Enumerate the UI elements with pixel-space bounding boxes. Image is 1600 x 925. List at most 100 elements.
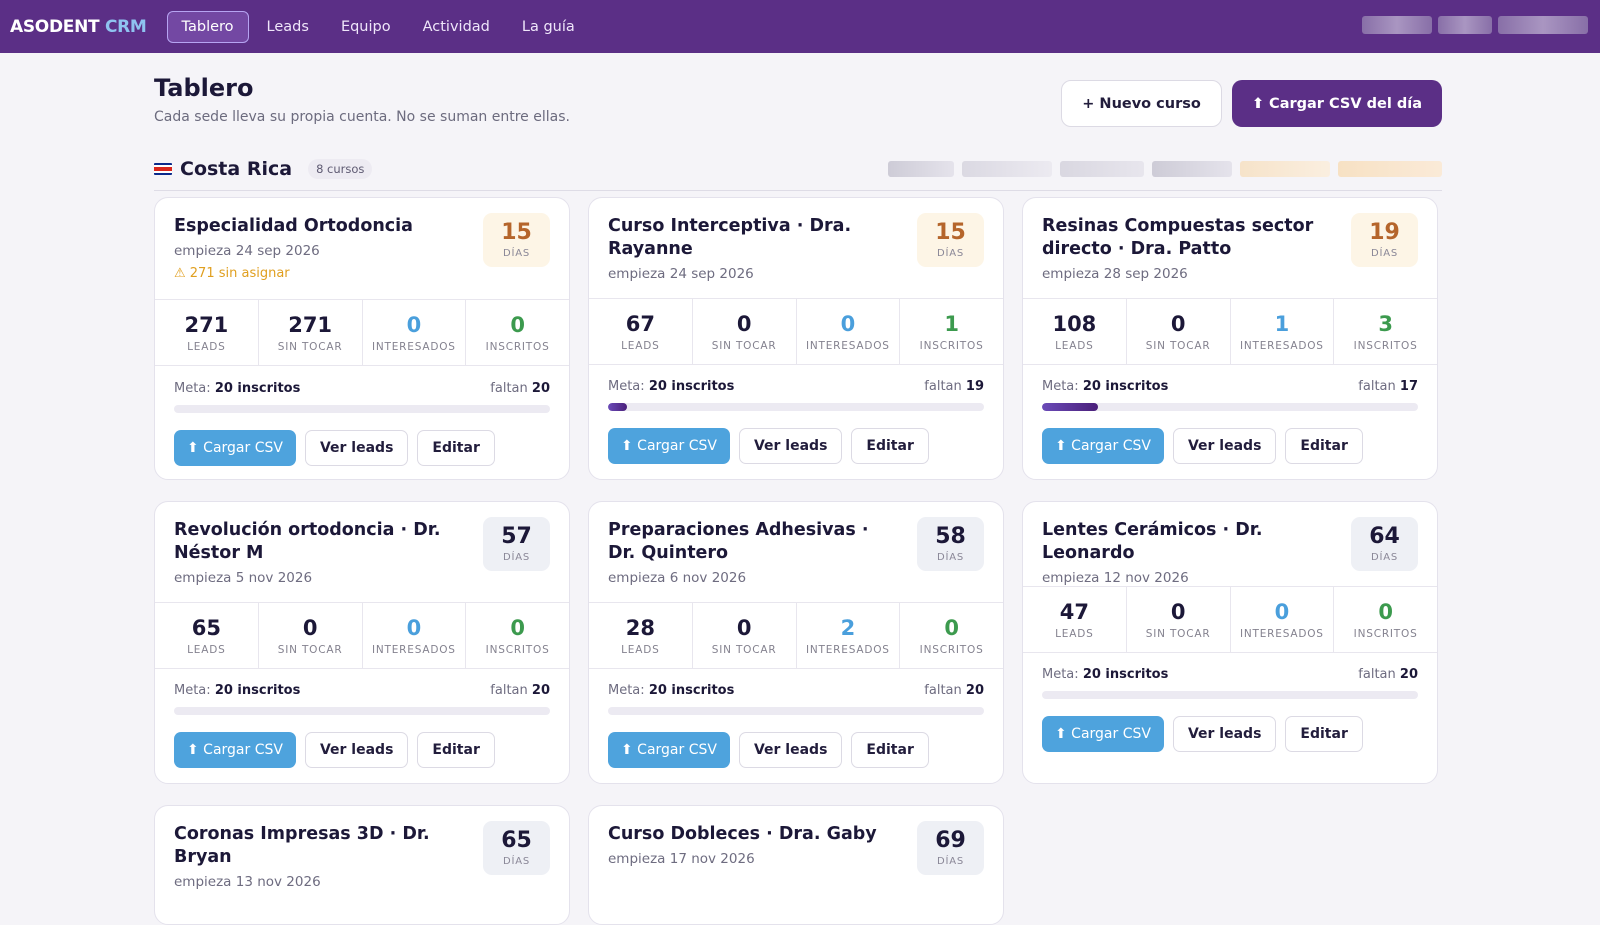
remaining-text: faltan 20	[1358, 667, 1418, 682]
stat-enrolled[interactable]: 1 INSCRITOS	[900, 299, 1003, 364]
stat-label: INSCRITOS	[485, 643, 550, 656]
course-title[interactable]: Revolución ortodoncia · Dr. Néstor M	[174, 520, 441, 563]
view-leads-button[interactable]: Ver leads	[738, 428, 843, 464]
edit-button[interactable]: Editar	[1285, 716, 1363, 752]
upload-csv-button[interactable]: ⬆ Cargar CSV	[174, 430, 296, 466]
upload-csv-button[interactable]: ⬆ Cargar CSV	[174, 732, 296, 768]
new-course-button[interactable]: + Nuevo curso	[1061, 80, 1222, 127]
remaining-prefix: faltan	[924, 379, 962, 394]
stat-label: INSCRITOS	[919, 339, 984, 352]
stat-untouched[interactable]: 271 SIN TOCAR	[259, 300, 363, 365]
stat-leads[interactable]: 65 LEADS	[155, 603, 259, 668]
stat-value: 0	[1170, 599, 1186, 624]
stat-untouched[interactable]: 0 SIN TOCAR	[259, 603, 363, 668]
goal-row: Meta: 20 inscritos faltan 20	[174, 381, 550, 396]
user-menu-redacted[interactable]	[1362, 16, 1588, 34]
stat-enrolled[interactable]: 0 INSCRITOS	[1334, 587, 1437, 652]
card-actions: ⬆ Cargar CSV Ver leads Editar	[1042, 716, 1363, 752]
view-leads-button[interactable]: Ver leads	[304, 732, 409, 768]
stat-enrolled[interactable]: 3 INSCRITOS	[1334, 299, 1437, 364]
stat-leads[interactable]: 67 LEADS	[589, 299, 693, 364]
stat-label: LEADS	[1055, 339, 1094, 352]
goal-prefix: Meta:	[1042, 667, 1079, 682]
view-leads-button[interactable]: Ver leads	[304, 430, 409, 466]
stat-value: 0	[510, 312, 525, 337]
region-header: Costa Rica 8 cursos	[154, 158, 1442, 180]
course-card: Especialidad Ortodoncia empieza 24 sep 2…	[154, 197, 570, 480]
nav-tab-equipo[interactable]: Equipo	[340, 18, 391, 35]
goal-value: 20 inscritos	[1082, 379, 1169, 394]
stat-enrolled[interactable]: 0 INSCRITOS	[900, 603, 1003, 668]
remaining-value: 20	[965, 683, 984, 698]
nav-tab-leads[interactable]: Leads	[266, 18, 309, 35]
edit-button[interactable]: Editar	[1285, 428, 1363, 464]
course-card: Coronas Impresas 3D · Dr. Bryan empieza …	[154, 805, 570, 925]
view-leads-button[interactable]: Ver leads	[1172, 716, 1277, 752]
nav-tab-actividad[interactable]: Actividad	[422, 18, 490, 35]
stat-untouched[interactable]: 0 SIN TOCAR	[1127, 299, 1231, 364]
stat-interested[interactable]: 0 INTERESADOS	[1231, 587, 1335, 652]
view-leads-button[interactable]: Ver leads	[738, 732, 843, 768]
stat-value: 0	[1170, 311, 1186, 336]
card-actions: ⬆ Cargar CSV Ver leads Editar	[608, 428, 929, 464]
view-leads-button[interactable]: Ver leads	[1172, 428, 1277, 464]
nav-tab-tablero[interactable]: Tablero	[166, 10, 249, 43]
edit-button[interactable]: Editar	[851, 732, 929, 768]
goal-progress-bar	[1042, 691, 1418, 699]
course-title[interactable]: Coronas Impresas 3D · Dr. Bryan	[174, 824, 430, 867]
course-title[interactable]: Curso Dobleces · Dra. Gaby	[608, 824, 877, 844]
days-number: 19	[1369, 220, 1400, 245]
stat-value: 0	[1378, 599, 1393, 624]
stat-label: INSCRITOS	[1353, 339, 1418, 352]
stat-enrolled[interactable]: 0 INSCRITOS	[466, 603, 569, 668]
edit-button[interactable]: Editar	[851, 428, 929, 464]
nav-tab-la-guia[interactable]: La guía	[521, 18, 575, 35]
upload-csv-button[interactable]: ⬆ Cargar CSV	[1042, 428, 1164, 464]
course-title[interactable]: Preparaciones Adhesivas · Dr. Quintero	[608, 520, 869, 563]
goal-text: Meta: 20 inscritos	[174, 381, 300, 396]
brand-logo[interactable]: ASODENT CRM	[10, 17, 147, 37]
stat-value: 0	[736, 615, 752, 640]
upload-daily-csv-button[interactable]: ⬆ Cargar CSV del día	[1231, 80, 1442, 127]
days-label: DÍAS	[502, 248, 531, 259]
stat-label: SIN TOCAR	[1145, 339, 1211, 352]
stat-leads[interactable]: 108 LEADS	[1023, 299, 1127, 364]
stat-interested[interactable]: 0 INTERESADOS	[363, 300, 467, 365]
course-title[interactable]: Resinas Compuestas sector directo · Dra.…	[1042, 216, 1314, 259]
stat-leads[interactable]: 47 LEADS	[1023, 587, 1127, 652]
upload-csv-button[interactable]: ⬆ Cargar CSV	[608, 732, 730, 768]
stat-leads[interactable]: 271 LEADS	[155, 300, 259, 365]
stat-leads[interactable]: 28 LEADS	[589, 603, 693, 668]
course-title[interactable]: Especialidad Ortodoncia	[174, 216, 413, 236]
upload-csv-button[interactable]: ⬆ Cargar CSV	[1042, 716, 1164, 752]
nav-links: Tablero Leads Equipo Actividad La guía	[166, 10, 589, 43]
edit-button[interactable]: Editar	[417, 732, 495, 768]
goal-progress-bar	[174, 707, 550, 715]
stat-label: INTERESADOS	[371, 643, 456, 656]
course-title[interactable]: Lentes Cerámicos · Dr. Leonardo	[1042, 520, 1263, 563]
stat-interested[interactable]: 0 INTERESADOS	[363, 603, 467, 668]
goal-text: Meta: 20 inscritos	[1042, 667, 1168, 682]
stat-label: INSCRITOS	[919, 643, 984, 656]
course-title[interactable]: Curso Interceptiva · Dra. Rayanne	[608, 216, 852, 259]
stat-value: 0	[840, 311, 856, 336]
stat-interested[interactable]: 0 INTERESADOS	[797, 299, 901, 364]
stats-row: 47 LEADS 0 SIN TOCAR 0 INTERESADOS 0 INSCRIT…	[1023, 586, 1437, 653]
stat-untouched[interactable]: 0 SIN TOCAR	[693, 603, 797, 668]
stat-interested[interactable]: 1 INTERESADOS	[1231, 299, 1335, 364]
page-header: Tablero Cada sede lleva su propia cuenta…	[154, 53, 1442, 158]
edit-button[interactable]: Editar	[417, 430, 495, 466]
days-number: 69	[935, 828, 966, 853]
redacted-block	[888, 161, 954, 177]
days-remaining-badge: 69 DÍAS	[917, 821, 984, 875]
stats-row: 67 LEADS 0 SIN TOCAR 0 INTERESADOS 1 INSCRIT…	[589, 298, 1003, 365]
stat-enrolled[interactable]: 0 INSCRITOS	[466, 300, 569, 365]
stat-untouched[interactable]: 0 SIN TOCAR	[1127, 587, 1231, 652]
stat-untouched[interactable]: 0 SIN TOCAR	[693, 299, 797, 364]
course-card: Lentes Cerámicos · Dr. Leonardo empieza …	[1022, 501, 1438, 784]
stat-interested[interactable]: 2 INTERESADOS	[797, 603, 901, 668]
upload-csv-button[interactable]: ⬆ Cargar CSV	[608, 428, 730, 464]
stat-value: 271	[288, 312, 333, 337]
remaining-prefix: faltan	[490, 381, 528, 396]
stat-label: INTERESADOS	[371, 340, 456, 353]
